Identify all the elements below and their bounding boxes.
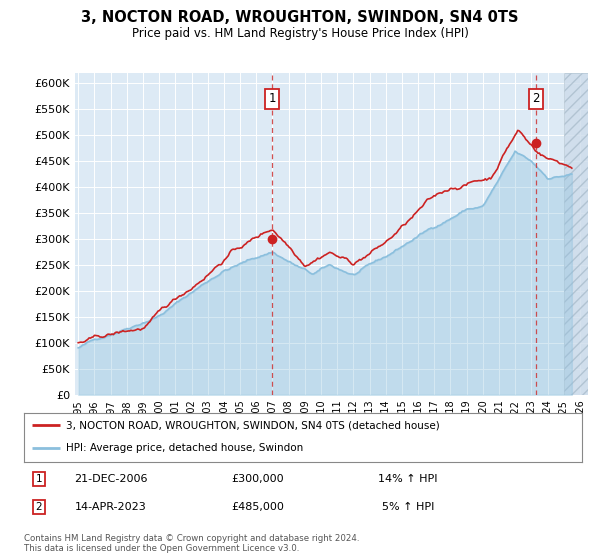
Text: 14-APR-2023: 14-APR-2023	[75, 502, 147, 512]
Text: £300,000: £300,000	[232, 474, 284, 484]
Text: 3, NOCTON ROAD, WROUGHTON, SWINDON, SN4 0TS: 3, NOCTON ROAD, WROUGHTON, SWINDON, SN4 …	[81, 10, 519, 25]
Text: 1: 1	[35, 474, 43, 484]
Text: HPI: Average price, detached house, Swindon: HPI: Average price, detached house, Swin…	[66, 443, 303, 453]
Text: 3, NOCTON ROAD, WROUGHTON, SWINDON, SN4 0TS (detached house): 3, NOCTON ROAD, WROUGHTON, SWINDON, SN4 …	[66, 420, 440, 430]
Bar	[564, 73, 588, 395]
Text: 21-DEC-2006: 21-DEC-2006	[74, 474, 148, 484]
Text: 2: 2	[35, 502, 43, 512]
Text: 1: 1	[268, 92, 275, 105]
Text: Contains HM Land Registry data © Crown copyright and database right 2024.
This d: Contains HM Land Registry data © Crown c…	[24, 534, 359, 553]
Text: 5% ↑ HPI: 5% ↑ HPI	[382, 502, 434, 512]
Text: Price paid vs. HM Land Registry's House Price Index (HPI): Price paid vs. HM Land Registry's House …	[131, 27, 469, 40]
Text: 14% ↑ HPI: 14% ↑ HPI	[378, 474, 438, 484]
Text: 2: 2	[532, 92, 540, 105]
Text: £485,000: £485,000	[232, 502, 284, 512]
